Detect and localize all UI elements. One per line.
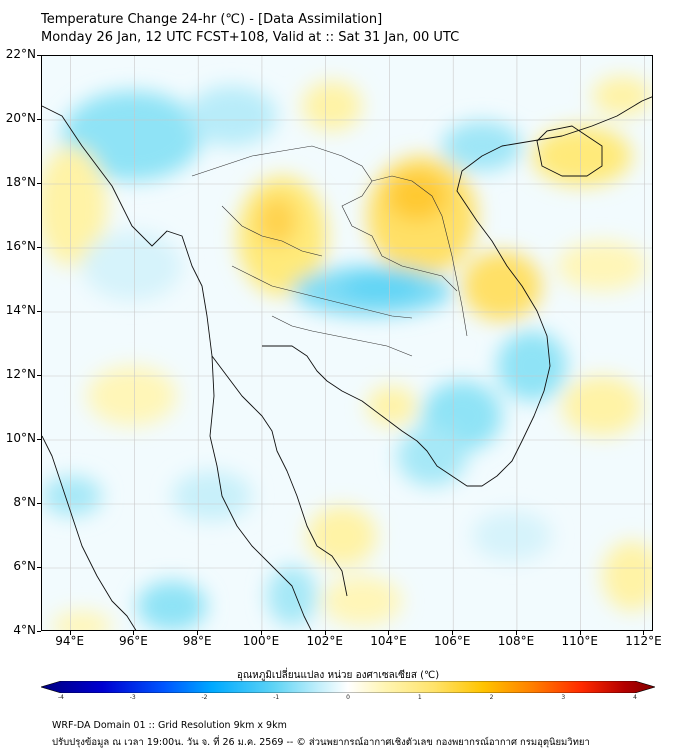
lat-tick-label: 16°N: [5, 239, 36, 253]
lon-tick: [260, 631, 262, 635]
colorbar-tick-label: 0: [346, 694, 350, 701]
lat-tick-label: 4°N: [13, 623, 36, 637]
lon-tick: [579, 631, 581, 635]
lon-tick-label: 110°E: [561, 634, 598, 648]
lon-tick: [324, 631, 326, 635]
lon-tick-label: 96°E: [119, 634, 148, 648]
colorbar-tick-label: 4: [633, 694, 637, 701]
colorbar-tick-label: -4: [58, 694, 64, 701]
lat-tick: [37, 567, 41, 568]
lat-tick: [37, 119, 41, 120]
lat-tick-label: 10°N: [5, 431, 36, 445]
lat-tick-label: 18°N: [5, 175, 36, 189]
lat-tick: [37, 55, 41, 56]
map-canvas: [42, 56, 652, 630]
coastlines: [42, 96, 652, 630]
lon-tick: [388, 631, 390, 635]
lat-tick: [37, 247, 41, 248]
lat-tick-label: 12°N: [5, 367, 36, 381]
lon-tick-label: 106°E: [433, 634, 471, 648]
lon-tick-label: 94°E: [55, 634, 85, 648]
lon-tick: [452, 631, 454, 635]
colorbar-tick-label: 3: [561, 694, 566, 701]
colorbar-label: อุณหภูมิเปลี่ยนแปลง หน่วย องศาเซลเซียส (…: [236, 670, 440, 681]
lon-tick-label: 102°E: [306, 634, 343, 648]
lon-tick: [643, 631, 645, 635]
lat-tick-label: 20°N: [5, 111, 36, 125]
lon-tick-label: 98°E: [182, 634, 212, 648]
colorbar-tick-label: -2: [201, 694, 208, 701]
lat-tick-label: 14°N: [5, 303, 36, 317]
lat-tick-label: 22°N: [5, 47, 36, 61]
lon-tick: [133, 631, 135, 635]
colorbar-tick-label: 1: [417, 694, 422, 701]
temperature-change-map: [41, 55, 653, 631]
lat-tick: [37, 375, 41, 376]
lon-tick: [69, 631, 71, 635]
map-gridlines: [42, 56, 652, 630]
lon-tick-label: 112°E: [625, 634, 662, 648]
lon-tick-label: 108°E: [497, 634, 535, 648]
lat-tick-label: 8°N: [13, 495, 36, 509]
footer-line-1: WRF-DA Domain 01 :: Grid Resolution 9km …: [52, 720, 287, 731]
boundaries: [191, 145, 468, 357]
chart-title: Temperature Change 24-hr (℃) - [Data Ass…: [41, 12, 383, 27]
lat-tick: [37, 311, 41, 312]
lat-tick-label: 6°N: [13, 559, 36, 573]
temperature-field: [42, 76, 652, 630]
lon-tick: [197, 631, 199, 635]
colorbar: [41, 681, 655, 693]
lat-tick: [37, 439, 41, 440]
colorbar-tick-label: -3: [129, 694, 136, 701]
colorbar-gradient: [41, 681, 655, 693]
lon-tick-label: 104°E: [370, 634, 407, 648]
colorbar-tick-label: -1: [273, 694, 280, 701]
lon-tick-label: 100°E: [242, 634, 280, 648]
colorbar-tick-label: 2: [489, 694, 494, 701]
footer-line-2: ปรับปรุงข้อมูล ณ เวลา 19:00น. วัน จ. ที่…: [52, 737, 590, 748]
chart-subtitle: Monday 26 Jan, 12 UTC FCST+108, Valid at…: [41, 30, 460, 45]
lon-tick: [515, 631, 517, 635]
lat-tick: [37, 183, 41, 184]
lat-tick: [37, 503, 41, 504]
lat-tick: [37, 631, 41, 632]
